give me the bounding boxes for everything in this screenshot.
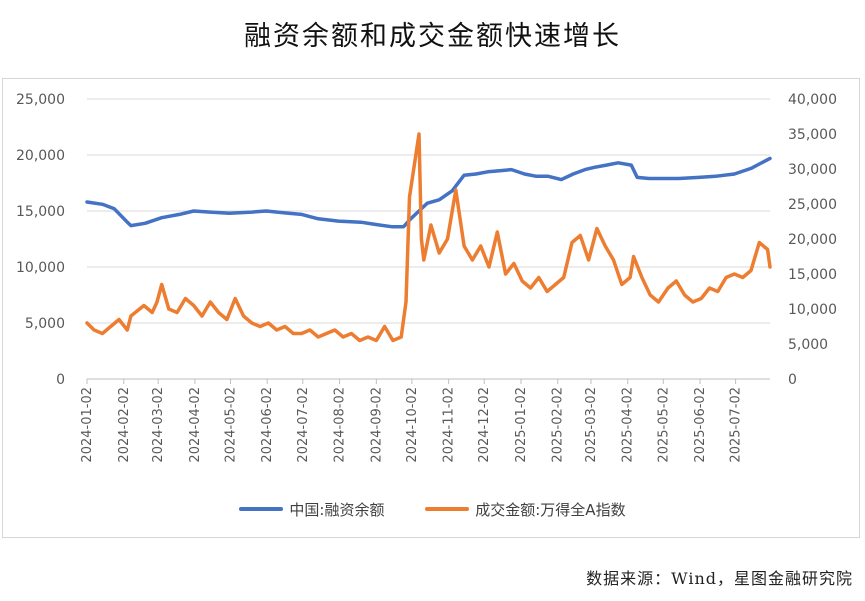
y-right-tick-label: 20,000 xyxy=(788,232,837,248)
legend-label-turnover: 成交金额:万得全A指数 xyxy=(475,500,626,519)
y-left-tick-label: 25,000 xyxy=(16,92,65,108)
series-line-financing-balance xyxy=(85,156,772,229)
chart-title: 融资余额和成交金额快速增长 xyxy=(244,21,621,52)
x-tick-label: 2024-07-02 xyxy=(296,387,311,463)
x-tick-label: 2024-08-02 xyxy=(333,387,348,463)
x-tick-label: 2025-04-02 xyxy=(621,387,636,463)
y-left-tick-label: 15,000 xyxy=(16,204,65,220)
x-tick-label: 2024-09-02 xyxy=(369,387,384,463)
y-left-tick-label: 20,000 xyxy=(16,148,65,164)
y-right-tick-label: 5,000 xyxy=(788,337,828,353)
y-left-tick-label: 5,000 xyxy=(25,316,65,332)
x-tick-label: 2024-03-02 xyxy=(151,387,166,463)
y-right-tick-label: 25,000 xyxy=(788,197,837,213)
data-source: 数据来源：Wind，星图金融研究院 xyxy=(586,569,853,588)
legend-label-financing-balance: 中国:融资余额 xyxy=(289,500,385,519)
x-tick-label: 2025-03-02 xyxy=(584,387,599,463)
x-tick-label: 2025-01-02 xyxy=(514,387,529,463)
x-tick-label: 2025-06-02 xyxy=(693,387,708,463)
series-line-turnover xyxy=(85,132,772,343)
y-right-tick-label: 35,000 xyxy=(788,127,837,143)
x-tick-label: 2024-06-02 xyxy=(260,387,275,463)
legend-swatch-blue xyxy=(239,507,284,511)
x-tick-label: 2024-11-02 xyxy=(442,387,457,463)
y-right-tick-label: 10,000 xyxy=(788,302,837,318)
y-right-tick-label: 40,000 xyxy=(788,92,837,108)
x-tick-label: 2025-07-02 xyxy=(729,387,744,463)
y-right-tick-label: 0 xyxy=(788,372,797,388)
chart-frame xyxy=(2,78,860,538)
x-tick-label: 2024-12-02 xyxy=(477,387,492,463)
y-left-tick-label: 10,000 xyxy=(16,260,65,276)
legend-swatch-orange xyxy=(425,507,470,511)
legend-item-financing-balance: 中国:融资余额 xyxy=(239,499,384,520)
x-tick-label: 2024-01-02 xyxy=(80,387,95,463)
y-right-tick-label: 30,000 xyxy=(788,162,837,178)
legend: 中国:融资余额 成交金额:万得全A指数 xyxy=(0,497,865,520)
x-tick-label: 2025-05-02 xyxy=(656,387,671,463)
x-tick-label: 2024-02-02 xyxy=(117,387,132,463)
y-right-tick-label: 15,000 xyxy=(788,267,837,283)
x-tick-label: 2025-02-02 xyxy=(551,387,566,463)
legend-item-turnover: 成交金额:万得全A指数 xyxy=(425,499,626,520)
x-tick-label: 2024-05-02 xyxy=(223,387,238,463)
x-tick-label: 2024-04-02 xyxy=(188,387,203,463)
y-left-tick-label: 0 xyxy=(56,372,65,388)
x-tick-label: 2024-10-02 xyxy=(405,387,420,463)
